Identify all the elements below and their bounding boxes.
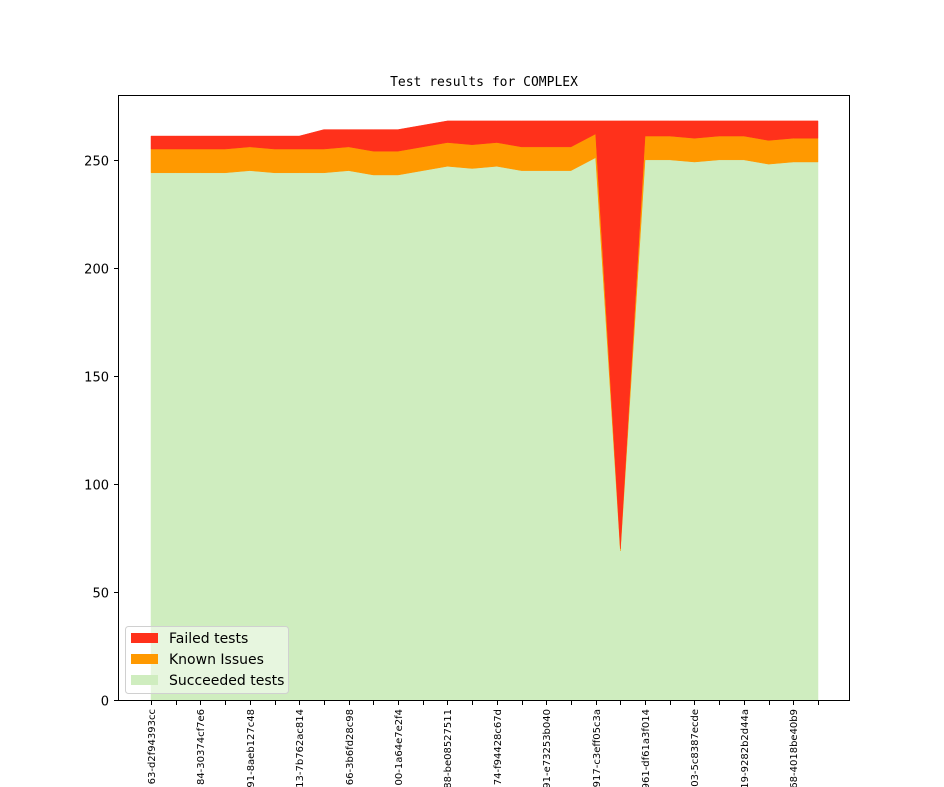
- chart-title: Test results for COMPLEX: [390, 75, 578, 90]
- y-tick-label: 150: [84, 371, 109, 386]
- x-tick-label: 961-df61a3f014: [641, 709, 652, 787]
- x-tick-label: 68-4018be40b9: [789, 709, 800, 787]
- legend-label-known: Known Issues: [169, 652, 264, 668]
- x-tick-label: 19-9282b2d44a: [740, 709, 751, 787]
- x-tick-label: 63-d2f94393cc: [147, 709, 158, 784]
- legend-label-succeeded: Succeeded tests: [169, 673, 284, 689]
- x-tick-label: 917-c3eff05c3a: [592, 709, 603, 787]
- y-tick-label: 0: [101, 695, 109, 710]
- legend: Failed tests Known Issues Succeeded test…: [125, 626, 289, 694]
- y-tick-label: 250: [84, 155, 109, 170]
- y-axis: 0 50 100 150 200 250: [84, 155, 119, 710]
- y-tick-label: 200: [84, 263, 109, 278]
- x-axis: 63-d2f94393cc 84-30374cf7e6 91-8aeb127c48 1…: [147, 700, 819, 787]
- legend-swatch-succeeded: [131, 675, 158, 685]
- legend-box: [125, 626, 289, 694]
- x-tick-label: 88-be08527511: [443, 709, 454, 787]
- area-succeeded-tests: [150, 157, 819, 701]
- y-tick-label: 50: [92, 587, 109, 602]
- x-tick-label: 66-3b6fd28c98: [345, 709, 356, 785]
- x-tick-label: 03-5c8387ecde: [690, 709, 701, 787]
- legend-label-failed: Failed tests: [169, 631, 248, 647]
- y-tick-label: 100: [84, 479, 109, 494]
- area-failed-tests: [150, 120, 819, 549]
- x-tick-label: 00-1a64e7e2f4: [394, 709, 405, 785]
- legend-swatch-known: [131, 654, 158, 664]
- legend-swatch-failed: [131, 633, 158, 643]
- x-tick-label: 91-e73253b040: [542, 709, 553, 787]
- x-tick-label: 74-f94428c67d: [493, 709, 504, 785]
- plot-frame: [118, 95, 850, 701]
- plot-areas: [150, 120, 819, 701]
- x-tick-label: 84-30374cf7e6: [196, 709, 207, 785]
- x-tick-label: 13-7b762ac814: [295, 709, 306, 787]
- x-tick-label: 91-8aeb127c48: [246, 709, 257, 787]
